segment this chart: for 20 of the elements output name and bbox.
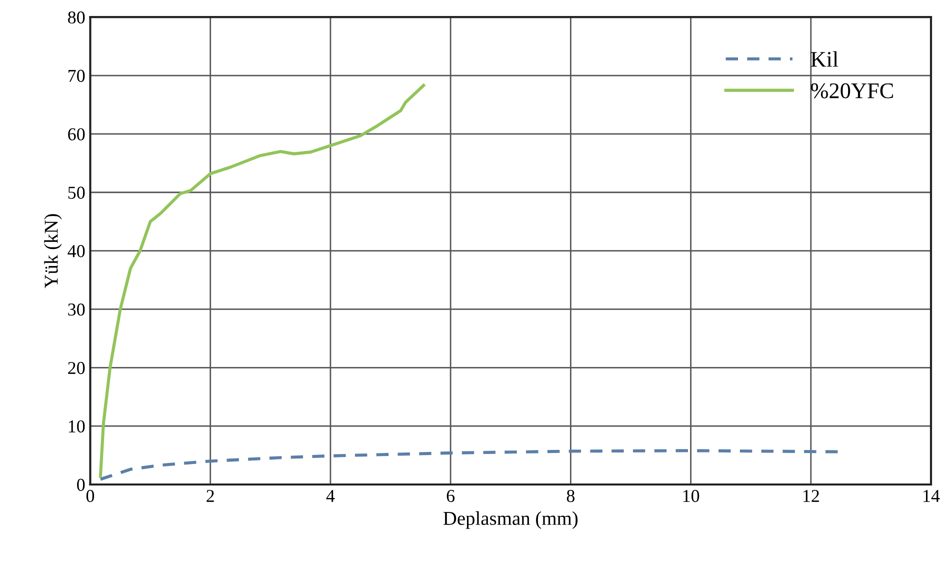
- x-tick-label: 4: [326, 490, 335, 502]
- y-tick-label: 40: [68, 245, 85, 258]
- y-tick-label: 30: [68, 303, 85, 316]
- x-tick-label: 10: [683, 490, 700, 502]
- x-tick-label: 12: [803, 490, 819, 502]
- x-tick-label: 14: [924, 490, 940, 502]
- x-axis-title: Deplasman (mm): [443, 511, 578, 529]
- line-series: [98, 84, 426, 478]
- x-tick-label: 2: [206, 490, 214, 502]
- y-axis-title: Yük (kN): [44, 214, 62, 288]
- x-tick-label: 0: [86, 490, 94, 502]
- y-tick-label: 70: [68, 70, 85, 82]
- y-tick-label: 0: [77, 478, 85, 491]
- y-tick-label: 20: [68, 362, 85, 374]
- x-tick-label: 6: [446, 490, 455, 502]
- y-tick-label: 50: [68, 186, 85, 199]
- y-tick-label: 60: [68, 128, 85, 140]
- y-tick-label: 80: [68, 11, 85, 24]
- y-tick-label: 10: [68, 420, 85, 433]
- x-tick-label: 8: [566, 490, 575, 502]
